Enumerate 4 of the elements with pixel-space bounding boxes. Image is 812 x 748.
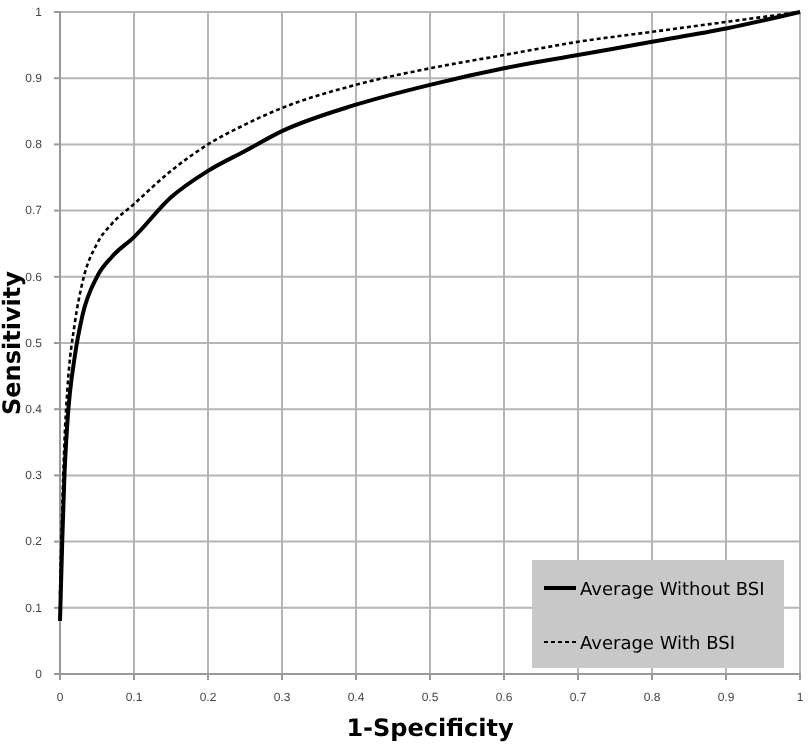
x-axis-title: 1-Specificity [346,714,514,742]
y-axis-title: Sensitivity [0,270,26,415]
legend-label: Average With BSI [580,635,735,655]
legend-label: Average Without BSI [580,581,765,601]
